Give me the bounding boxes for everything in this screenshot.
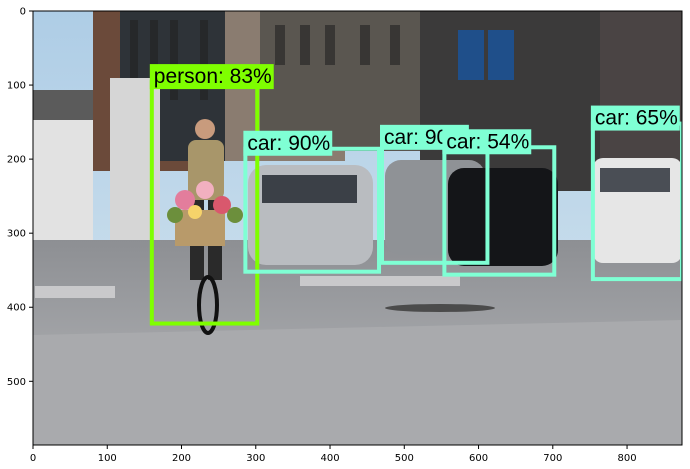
axes-frame <box>32 10 683 446</box>
x-tick-label: 400 <box>320 453 339 464</box>
x-tick-label: 200 <box>172 453 191 464</box>
detection-label-background <box>442 129 532 155</box>
detection-label-background <box>149 64 274 90</box>
x-tick-label: 100 <box>98 453 117 464</box>
detection-label: car: 54% <box>446 130 529 153</box>
y-tick-label: 200 <box>7 155 26 166</box>
manhole <box>385 304 495 312</box>
detection-label: car: 90% <box>247 132 330 155</box>
x-tick-label: 800 <box>618 453 637 464</box>
detections-layer: person: 83%car: 90% car: 90%car: 54%car: … <box>149 64 682 326</box>
building-right-2 <box>600 11 682 171</box>
y-tick-label: 300 <box>7 229 26 240</box>
cyclist <box>175 119 225 335</box>
detection-label-background <box>590 105 680 131</box>
detection-label: car: 65% <box>595 107 678 130</box>
y-tick-label: 0 <box>20 7 26 18</box>
x-tick-label: 500 <box>395 453 414 464</box>
street-photo <box>33 11 682 445</box>
y-tick-label: 100 <box>7 81 26 92</box>
x-tick-label: 700 <box>543 453 562 464</box>
y-tick-label: 500 <box>7 377 26 388</box>
x-tick-label: 600 <box>469 453 488 464</box>
y-tick-label: 400 <box>7 303 26 314</box>
axis-ticks: 0 100 200 300 400 500 600 700 800 0 100 200 300 400 50… <box>7 7 637 465</box>
car-black <box>448 168 558 266</box>
x-tick-label: 300 <box>246 453 265 464</box>
banner-right <box>488 30 514 80</box>
flower-bouquet <box>167 181 243 223</box>
banner-left <box>458 30 484 80</box>
x-tick-label: 0 <box>30 453 36 464</box>
detection-label: person: 83% <box>154 65 272 88</box>
detection-label-background <box>243 130 333 156</box>
